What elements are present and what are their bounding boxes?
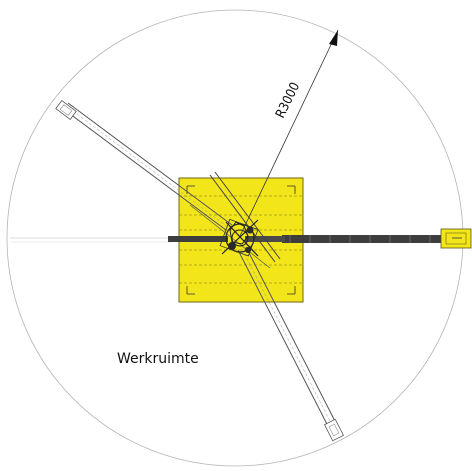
machine-center [219, 218, 259, 257]
boom-diagonal [189, 171, 281, 269]
radius-dimension [239, 29, 339, 237]
left-reference-line [10, 237, 172, 243]
outrigger-lower-right [237, 246, 344, 442]
outrigger-pad-right [440, 228, 472, 249]
radius-label: R3000 [273, 80, 303, 121]
working-area-label: Werkruimte [117, 351, 199, 367]
outrigger-upper-left [55, 100, 233, 231]
boom-right [282, 228, 472, 249]
